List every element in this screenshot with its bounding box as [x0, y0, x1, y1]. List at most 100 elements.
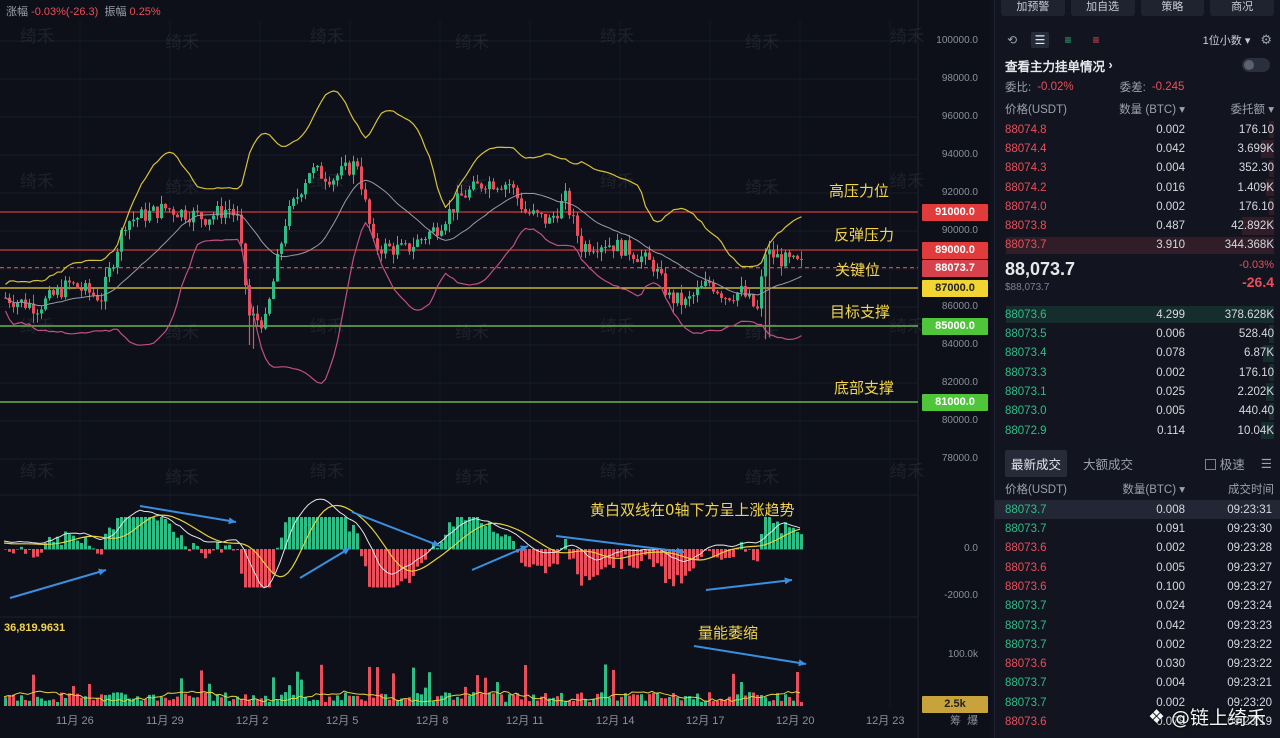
volume-bar — [496, 682, 499, 706]
chip-icon[interactable]: 筹 — [950, 715, 961, 727]
macd-bar — [480, 523, 483, 550]
candle — [660, 268, 663, 274]
volume-bar — [660, 697, 663, 706]
liquidation-icon[interactable]: 爆 — [967, 715, 979, 727]
volume-bar — [732, 673, 735, 706]
annotation-bottom-support: 底部支撑 — [834, 379, 895, 397]
macd-bar — [616, 549, 619, 557]
volume-bar — [336, 695, 339, 706]
candle — [472, 181, 475, 190]
volume-bar — [128, 698, 131, 706]
volume-bar — [428, 672, 431, 706]
book-asks-icon[interactable]: ≡ — [1092, 33, 1100, 47]
ask-row[interactable]: 88074.4 0.042 3.699K — [995, 139, 1280, 158]
main-orders-toggle[interactable] — [1242, 58, 1270, 72]
ask-row[interactable]: 88073.8 0.487 42.892K — [995, 216, 1280, 235]
row-qty: 0.002 — [1156, 123, 1185, 136]
bid-row[interactable]: 88073.5 0.006 528.40 — [995, 324, 1280, 343]
candle — [316, 165, 319, 168]
trades-qty-select[interactable]: 数量(BTC) ▾ — [1122, 484, 1185, 497]
volume-bar — [464, 686, 467, 706]
candle — [480, 183, 483, 189]
trade-price: 88073.6 — [1005, 580, 1047, 593]
candle — [280, 243, 283, 254]
bid-row[interactable]: 88073.4 0.078 6.87K — [995, 344, 1280, 363]
undo-icon[interactable]: ⟲ — [1006, 33, 1018, 47]
volume-bar — [472, 692, 475, 706]
chart-area[interactable]: 涨幅 -0.03%(-26.3) 振幅 0.25% 高压力位 反弹压力 关键位 … — [0, 0, 990, 738]
ask-row[interactable]: 88074.2 0.016 1.409K — [995, 178, 1280, 197]
candle — [648, 252, 651, 260]
macd-bar — [772, 522, 775, 550]
volume-bar — [248, 699, 251, 706]
tab-latest-trades[interactable]: 最新成交 — [1005, 449, 1068, 477]
macd-bar — [708, 549, 711, 552]
candle — [192, 210, 195, 223]
ask-row[interactable]: 88074.3 0.004 352.30 — [995, 159, 1280, 178]
macd-bar — [264, 549, 267, 588]
book-both-icon[interactable]: ☰ — [1031, 32, 1049, 48]
gear-icon[interactable]: ⚙ — [1260, 32, 1272, 47]
top-buttons: 加预警 加自选 策略 商况 — [995, 0, 1280, 16]
volume-bar — [588, 701, 591, 706]
volume-bar — [596, 693, 599, 706]
volume-bar — [312, 699, 315, 706]
trade-price: 88073.6 — [1005, 561, 1047, 574]
volume-bar — [792, 700, 795, 706]
macd-bar — [756, 549, 759, 562]
candle — [56, 288, 59, 295]
candle — [564, 190, 567, 201]
candle — [200, 212, 203, 220]
volume-bar — [584, 699, 587, 706]
macd-bar — [328, 517, 331, 550]
volume-bar — [364, 700, 367, 706]
trade-time: 09:23:20 — [1227, 696, 1272, 709]
bid-row[interactable]: 88073.1 0.025 2.202K — [995, 382, 1280, 401]
decimals-select[interactable]: 1位小数 ▾ — [1202, 35, 1251, 47]
ask-row[interactable]: 88074.8 0.002 176.10 — [995, 120, 1280, 139]
volume-bar — [728, 696, 731, 706]
book-bids-icon[interactable]: ≡ — [1064, 33, 1072, 47]
volume-bar — [608, 697, 611, 706]
bid-row[interactable]: 88073.3 0.002 176.10 — [995, 363, 1280, 382]
qty-unit-select[interactable]: 数量 (BTC) ▾ — [1119, 104, 1185, 116]
candle — [768, 249, 771, 255]
candle — [228, 208, 231, 210]
volume-bar — [564, 701, 567, 706]
bid-row[interactable]: 88073.6 4.299 378.628K — [995, 305, 1280, 324]
market-button[interactable]: 商况 — [1210, 0, 1274, 16]
candle — [320, 165, 323, 179]
main-orders-link[interactable]: 查看主力挂单情况 › — [995, 54, 1280, 76]
volume-bar — [448, 692, 451, 706]
row-price: 88073.3 — [1005, 366, 1047, 379]
bid-row[interactable]: 88072.9 0.114 10.04K — [995, 421, 1280, 440]
tab-large-trades[interactable]: 大额成交 — [1083, 457, 1134, 472]
filter-icon[interactable]: ☰ — [1260, 456, 1272, 471]
candle — [104, 276, 107, 302]
volume-bar — [8, 695, 11, 706]
add-alert-button[interactable]: 加预警 — [1001, 0, 1065, 16]
volume-bar — [32, 674, 35, 706]
annotation-macd-trend: 黄白双线在0轴下方呈上涨趋势 — [590, 501, 795, 519]
amount-select[interactable]: 委托额 ▾ — [1230, 104, 1274, 116]
row-price: 88073.8 — [1005, 220, 1047, 233]
row-price: 88073.7 — [1005, 239, 1047, 252]
volume-bar — [24, 699, 27, 706]
macd-bar — [456, 517, 459, 550]
candle — [88, 283, 91, 293]
volume-bar — [604, 664, 607, 706]
macd-bar — [632, 549, 635, 568]
price-chart[interactable] — [0, 0, 990, 738]
volume-bar — [580, 692, 583, 706]
ask-row[interactable]: 88073.7 3.910 344.368K — [995, 236, 1280, 255]
bid-row[interactable]: 88073.0 0.005 440.40 — [995, 402, 1280, 421]
macd-bar — [532, 549, 535, 565]
trade-time: 09:23:31 — [1227, 503, 1272, 516]
speed-checkbox[interactable]: 极速 — [1204, 454, 1245, 473]
add-watchlist-button[interactable]: 加自选 — [1070, 0, 1135, 16]
macd-bar — [496, 533, 499, 550]
ask-row[interactable]: 88074.0 0.002 176.10 — [995, 197, 1280, 216]
macd-bar — [172, 531, 175, 550]
candle — [156, 206, 159, 219]
strategy-button[interactable]: 策略 — [1140, 0, 1205, 16]
